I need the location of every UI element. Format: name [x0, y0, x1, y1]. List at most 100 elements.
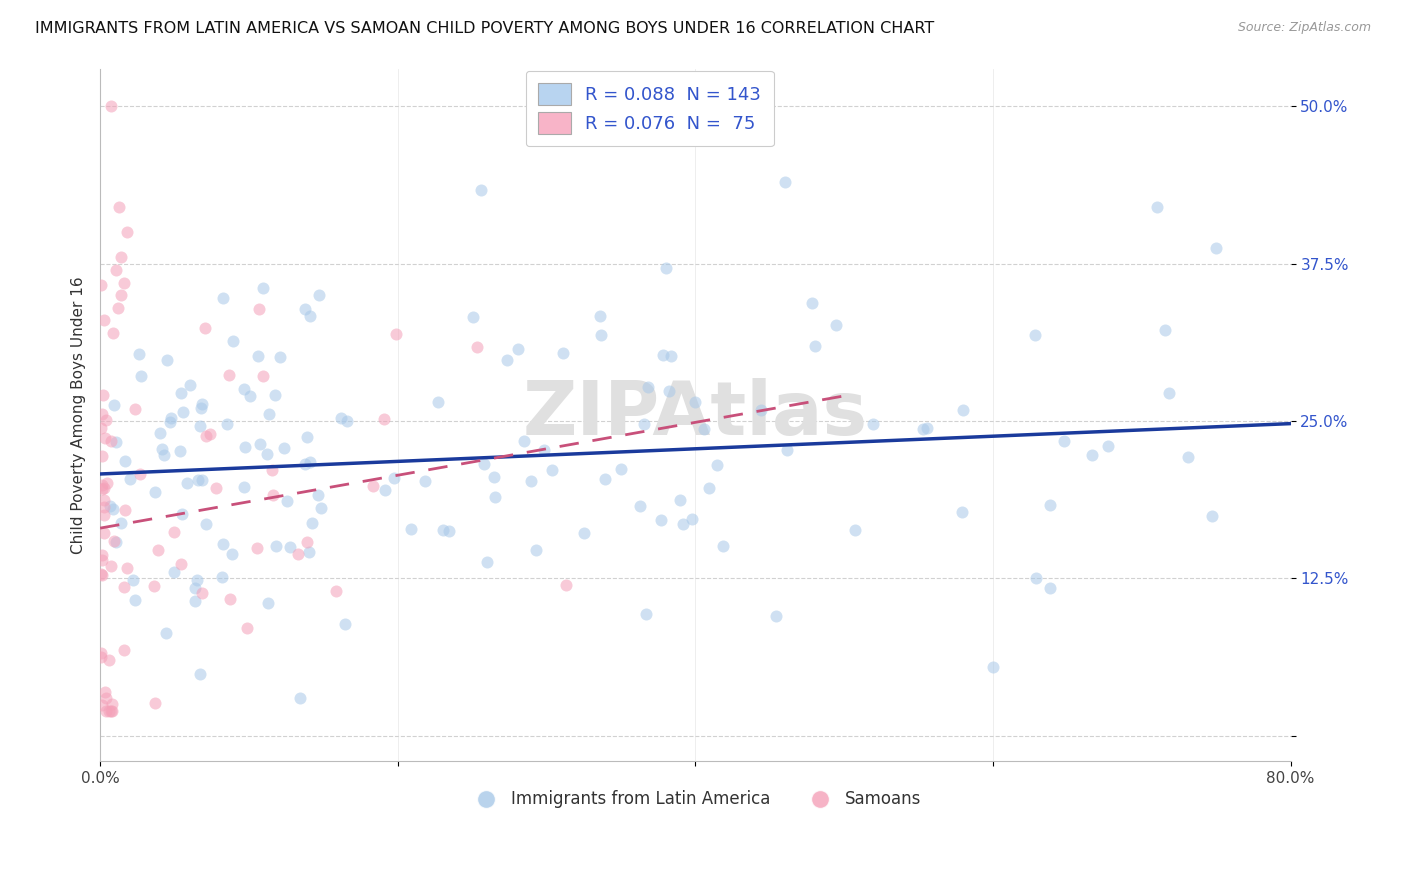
Point	[112, 276, 135, 290]
Point	[91, 407, 114, 421]
Point	[101, 326, 124, 340]
Point	[105, 263, 128, 277]
Point	[108, 200, 131, 214]
Point	[415, 475, 437, 489]
Point	[170, 386, 193, 401]
Point	[800, 295, 823, 310]
Point	[298, 545, 321, 559]
Point	[399, 522, 422, 536]
Point	[233, 440, 256, 454]
Text: Source: ZipAtlas.com: Source: ZipAtlas.com	[1237, 21, 1371, 34]
Point	[112, 580, 135, 594]
Point	[294, 301, 316, 316]
Point	[309, 500, 332, 515]
Point	[278, 540, 301, 554]
Point	[194, 516, 217, 531]
Point	[97, 653, 120, 667]
Point	[114, 503, 136, 517]
Point	[211, 537, 233, 551]
Point	[634, 607, 657, 622]
Point	[804, 339, 827, 353]
Point	[239, 388, 262, 402]
Point	[205, 481, 228, 495]
Point	[307, 488, 329, 502]
Point	[256, 447, 278, 461]
Point	[101, 501, 124, 516]
Point	[112, 643, 135, 657]
Point	[110, 251, 132, 265]
Point	[461, 310, 484, 324]
Point	[93, 481, 115, 495]
Point	[952, 402, 974, 417]
Point	[159, 415, 181, 429]
Point	[593, 472, 616, 486]
Point	[211, 291, 233, 305]
Point	[101, 698, 124, 712]
Point	[262, 488, 284, 502]
Point	[110, 288, 132, 302]
Point	[264, 387, 287, 401]
Point	[540, 463, 562, 477]
Point	[247, 349, 270, 363]
Point	[90, 647, 112, 661]
Point	[589, 309, 612, 323]
Point	[524, 543, 547, 558]
Point	[191, 473, 214, 487]
Point	[105, 435, 128, 450]
Point	[749, 403, 772, 417]
Point	[1039, 581, 1062, 595]
Point	[1157, 385, 1180, 400]
Point	[93, 313, 115, 327]
Point	[1039, 498, 1062, 512]
Point	[252, 281, 274, 295]
Point	[652, 348, 675, 362]
Point	[361, 478, 384, 492]
Point	[513, 434, 536, 448]
Point	[711, 539, 734, 553]
Point	[776, 442, 799, 457]
Point	[100, 434, 122, 449]
Point	[465, 340, 488, 354]
Point	[215, 417, 238, 431]
Point	[172, 405, 194, 419]
Point	[693, 422, 716, 436]
Point	[249, 301, 271, 316]
Point	[91, 568, 114, 582]
Point	[91, 553, 114, 567]
Point	[374, 483, 396, 497]
Point	[472, 457, 495, 471]
Point	[98, 499, 121, 513]
Point	[186, 573, 208, 587]
Point	[184, 594, 207, 608]
Point	[672, 516, 695, 531]
Point	[298, 310, 321, 324]
Point	[294, 457, 316, 471]
Point	[555, 578, 578, 592]
Point	[437, 524, 460, 538]
Point	[1024, 328, 1046, 343]
Point	[269, 350, 291, 364]
Point	[153, 448, 176, 462]
Point	[773, 175, 796, 189]
Point	[470, 183, 492, 197]
Point	[257, 407, 280, 421]
Point	[90, 649, 112, 664]
Point	[297, 429, 319, 443]
Point	[143, 579, 166, 593]
Point	[1080, 448, 1102, 462]
Point	[496, 352, 519, 367]
Point	[484, 490, 506, 504]
Point	[297, 535, 319, 549]
Point	[103, 534, 125, 549]
Point	[150, 442, 173, 456]
Text: IMMIGRANTS FROM LATIN AMERICA VS SAMOAN CHILD POVERTY AMONG BOYS UNDER 16 CORREL: IMMIGRANTS FROM LATIN AMERICA VS SAMOAN …	[35, 21, 935, 36]
Point	[981, 659, 1004, 673]
Point	[1205, 242, 1227, 256]
Point	[188, 666, 211, 681]
Point	[149, 425, 172, 440]
Point	[184, 582, 207, 596]
Point	[333, 616, 356, 631]
Point	[190, 419, 212, 434]
Point	[706, 458, 728, 472]
Point	[98, 704, 121, 718]
